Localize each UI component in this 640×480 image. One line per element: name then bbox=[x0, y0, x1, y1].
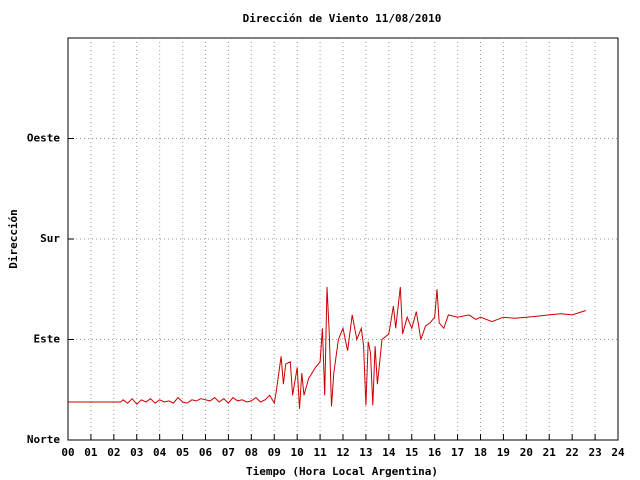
x-tick-label: 18 bbox=[474, 446, 487, 459]
data-line bbox=[68, 286, 587, 409]
x-tick-label: 09 bbox=[268, 446, 281, 459]
x-tick-label: 01 bbox=[84, 446, 98, 459]
y-tick-label: Oeste bbox=[27, 132, 60, 145]
y-axis-label: Dirección bbox=[7, 209, 20, 269]
x-tick-label: 16 bbox=[428, 446, 442, 459]
x-tick-label: 13 bbox=[359, 446, 372, 459]
x-tick-label: 03 bbox=[130, 446, 143, 459]
y-tick-label: Norte bbox=[27, 433, 60, 446]
x-tick-label: 05 bbox=[176, 446, 189, 459]
x-tick-label: 12 bbox=[336, 446, 349, 459]
x-tick-label: 07 bbox=[222, 446, 235, 459]
x-tick-label: 15 bbox=[405, 446, 418, 459]
x-tick-label: 11 bbox=[313, 446, 327, 459]
x-tick-label: 06 bbox=[199, 446, 213, 459]
x-tick-label: 02 bbox=[107, 446, 120, 459]
y-tick-label: Este bbox=[34, 333, 61, 346]
y-tick-label: Sur bbox=[40, 232, 60, 245]
x-axis-label: Tiempo (Hora Local Argentina) bbox=[246, 465, 438, 478]
x-tick-label: 24 bbox=[611, 446, 625, 459]
x-tick-label: 17 bbox=[451, 446, 464, 459]
x-tick-label: 19 bbox=[497, 446, 510, 459]
x-tick-label: 00 bbox=[61, 446, 74, 459]
x-tick-label: 22 bbox=[566, 446, 579, 459]
x-tick-label: 14 bbox=[382, 446, 396, 459]
x-tick-label: 21 bbox=[543, 446, 557, 459]
chart-title: Dirección de Viento 11/08/2010 bbox=[243, 12, 442, 25]
x-tick-label: 23 bbox=[588, 446, 601, 459]
x-tick-label: 04 bbox=[153, 446, 167, 459]
x-tick-label: 10 bbox=[291, 446, 304, 459]
x-tick-label: 08 bbox=[245, 446, 258, 459]
x-tick-label: 20 bbox=[520, 446, 533, 459]
